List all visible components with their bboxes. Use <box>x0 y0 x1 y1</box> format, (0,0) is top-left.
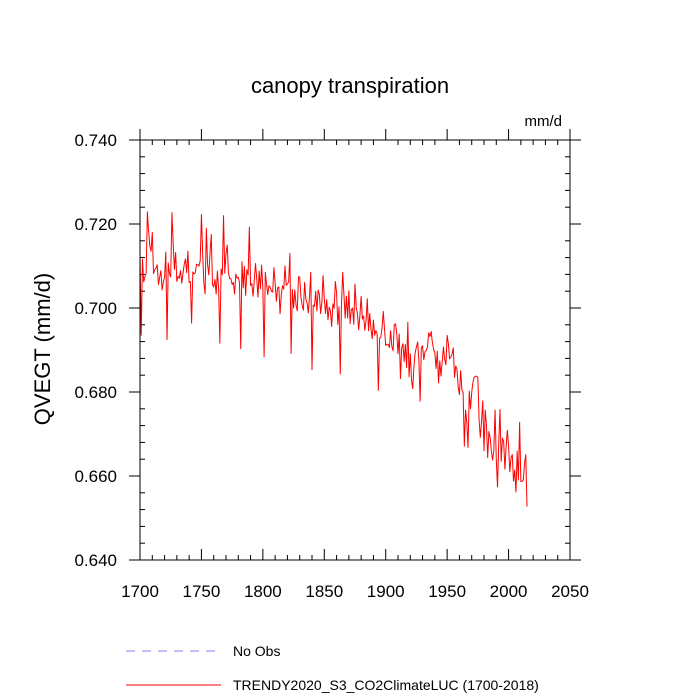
x-tick-label: 1850 <box>305 582 343 601</box>
x-tick-label: 1700 <box>121 582 159 601</box>
y-tick-label: 0.660 <box>74 467 117 486</box>
y-tick-label: 0.720 <box>74 215 117 234</box>
legend-label-trendy2020: TRENDY2020_S3_CO2ClimateLUC (1700-2018) <box>233 677 539 693</box>
legend: No Obs TRENDY2020_S3_CO2ClimateLUC (1700… <box>126 643 539 693</box>
legend-label-no-obs: No Obs <box>233 643 280 659</box>
x-tick-label: 1800 <box>244 582 282 601</box>
x-tick-label: 1950 <box>428 582 466 601</box>
minor-ticks <box>140 140 570 560</box>
x-tick-label: 1750 <box>183 582 221 601</box>
plot-frame <box>139 139 571 561</box>
y-tick-labels: 0.640 0.660 0.680 0.700 0.720 0.740 <box>74 131 117 570</box>
series-line-trendy2020 <box>139 211 528 507</box>
units-label: mm/d <box>525 113 563 130</box>
x-tick-label: 2000 <box>490 582 528 601</box>
x-tick-label: 2050 <box>551 582 589 601</box>
x-tick-label: 1900 <box>367 582 405 601</box>
major-ticks <box>129 129 581 561</box>
y-tick-label: 0.640 <box>74 551 117 570</box>
y-tick-label: 0.680 <box>74 383 117 402</box>
y-axis-label: QVEGT (mm/d) <box>30 273 55 425</box>
y-tick-label: 0.700 <box>74 299 117 318</box>
chart-title: canopy transpiration <box>251 73 449 98</box>
x-tick-labels: 1700 1750 1800 1850 1900 1950 2000 2050 <box>121 582 589 601</box>
y-tick-label: 0.740 <box>74 131 117 150</box>
